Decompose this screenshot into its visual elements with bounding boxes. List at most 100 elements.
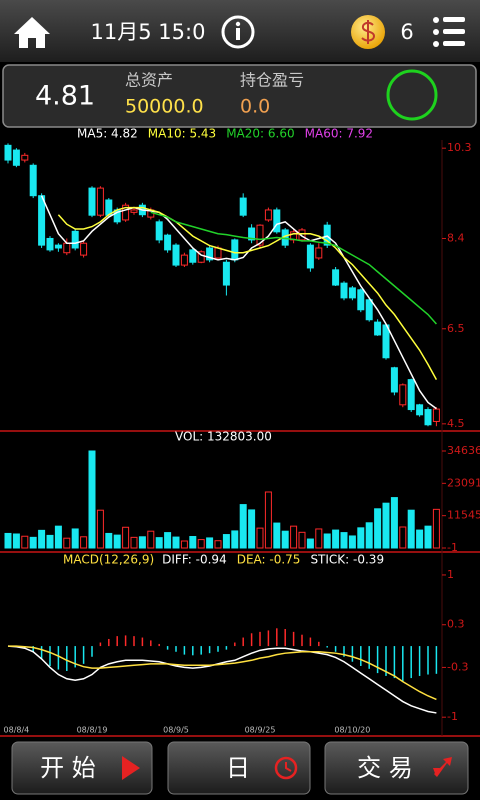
volume-bar — [298, 531, 306, 549]
candle-body — [164, 234, 172, 251]
candle-body — [122, 204, 130, 221]
period-button[interactable]: 日 — [167, 741, 311, 795]
candle-body — [365, 299, 373, 321]
volume-bar — [105, 532, 113, 549]
candle-body — [21, 154, 29, 161]
candle-body — [80, 242, 88, 256]
start-button[interactable]: 开 始 — [11, 741, 153, 795]
volume-bar — [29, 536, 37, 549]
candle-body — [130, 209, 138, 213]
volume-bar — [432, 508, 440, 549]
x-tick-label: 08/10/20 — [334, 726, 370, 735]
candle-body — [222, 261, 230, 286]
x-tick-label: 08/8/19 — [77, 726, 108, 735]
button-label: 日 — [226, 754, 250, 782]
volume-bar — [256, 527, 264, 549]
candle-body — [407, 379, 415, 411]
candle-body — [382, 324, 390, 359]
volume-bar — [348, 535, 356, 549]
volume-bar — [4, 532, 12, 549]
candle-body — [273, 209, 281, 233]
x-tick-label: 08/9/5 — [163, 726, 189, 735]
y-tick-label: 4.5 — [447, 417, 465, 430]
x-tick-label: 08/9/25 — [245, 726, 276, 735]
volume-bar — [357, 527, 365, 549]
candle-body — [172, 244, 180, 266]
info-button[interactable] — [221, 15, 255, 49]
volume-bar — [80, 536, 88, 549]
candle-body — [332, 269, 340, 286]
volume-bar — [390, 497, 398, 549]
volume-bar — [206, 537, 214, 549]
ma-line — [57, 206, 438, 380]
y-tick-label: -0.3 — [447, 660, 468, 673]
y-tick-label: 1 — [447, 568, 454, 581]
price: 4.81 — [35, 81, 95, 112]
candle-body — [374, 321, 382, 336]
candle-body — [71, 230, 79, 249]
candle-body — [29, 164, 37, 197]
volume-bar — [46, 534, 54, 549]
volume-bar — [96, 509, 104, 549]
volume-bar — [130, 536, 138, 549]
volume-bar — [416, 529, 424, 549]
volume-bar — [197, 539, 205, 549]
chart-title: MACD(12,26,9) — [63, 553, 154, 567]
pnl-label: 持仓盈亏 — [240, 71, 304, 90]
volume-bar — [424, 525, 432, 549]
volume-bar — [189, 536, 197, 549]
legend-entry: DIFF: -0.94 — [162, 553, 227, 567]
candle-body — [298, 229, 306, 241]
button-label: 开 始 — [40, 754, 96, 782]
volume-bar — [273, 522, 281, 549]
y-tick-label: -1 — [447, 541, 458, 554]
candle-body — [155, 221, 163, 241]
menu-button[interactable] — [433, 17, 465, 47]
volume-bar — [54, 525, 62, 549]
ma-line — [150, 211, 437, 325]
candle-body — [180, 254, 188, 266]
status-indicator — [386, 69, 438, 121]
candle-body — [54, 244, 62, 249]
volume-bar — [214, 540, 222, 549]
time: 11月5 15:0 — [91, 20, 206, 44]
pnl: 0.0 — [240, 96, 270, 118]
volume-bar — [155, 537, 163, 549]
volume-bar — [12, 533, 20, 549]
candle-body — [256, 224, 264, 246]
home-button[interactable] — [14, 17, 50, 48]
volume-bar — [63, 537, 71, 549]
volume-bar — [71, 528, 79, 549]
volume-bar — [365, 522, 373, 549]
legend-entry: DEA: -0.75 — [237, 553, 301, 567]
legend-entry: STICK: -0.39 — [310, 553, 384, 567]
candle-body — [416, 404, 424, 416]
volume-bar — [113, 534, 121, 549]
legend-entry: MA60: 7.92 — [305, 127, 373, 141]
y-tick-label: 34636 — [447, 444, 480, 457]
candle-body — [399, 384, 407, 406]
legend-entry: MA10: 5.43 — [148, 127, 216, 141]
macd-line — [7, 645, 437, 714]
volume-bar — [164, 532, 172, 549]
volume-bar — [382, 502, 390, 549]
candle-body — [12, 149, 20, 166]
candle-body — [206, 247, 214, 261]
trade-button[interactable]: 交 易 — [324, 741, 469, 795]
y-tick-label: 8.4 — [447, 231, 465, 244]
volume-bar — [138, 536, 146, 549]
button-label: 交 易 — [357, 754, 413, 782]
volume-bar — [222, 534, 230, 549]
candle-body — [390, 367, 398, 393]
y-tick-label: -1 — [447, 710, 458, 723]
candle-body — [239, 197, 247, 216]
volume-bar — [239, 504, 247, 549]
total-assets: 50000.0 — [125, 96, 204, 118]
ma-line — [40, 195, 437, 410]
volume-bar — [21, 535, 29, 549]
y-tick-label: 10.3 — [447, 141, 472, 154]
volume-bar — [407, 509, 415, 549]
volume-bar — [399, 526, 407, 549]
legend-entry: MA5: 4.82 — [77, 127, 138, 141]
coin-count: 6 — [400, 20, 413, 44]
